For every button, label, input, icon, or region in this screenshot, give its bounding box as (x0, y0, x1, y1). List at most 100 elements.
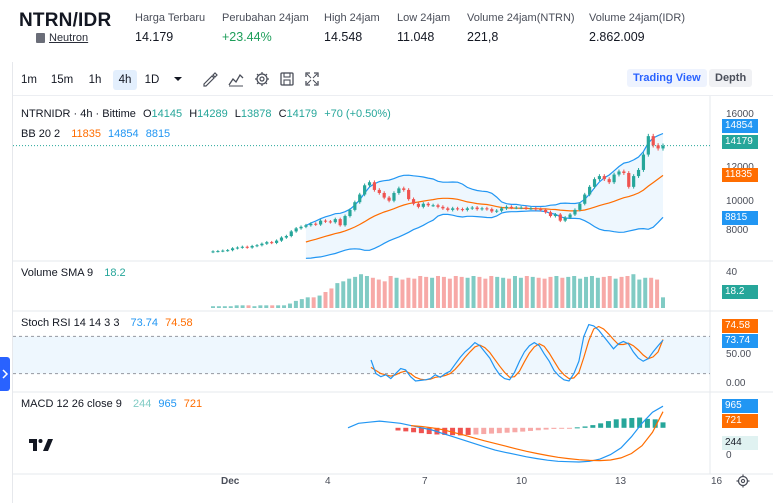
macd-hist-bar (551, 427, 557, 429)
price-axis-label: 16000 (726, 109, 754, 120)
candle-body (446, 208, 450, 210)
time-axis-label: 13 (615, 476, 627, 487)
bb-band-fill (305, 133, 663, 259)
candle-body (504, 206, 509, 209)
candle-body (597, 176, 602, 180)
indicator-icon[interactable] (227, 70, 245, 88)
volume-bar (661, 297, 665, 308)
timeframe-1d[interactable]: 1D (144, 74, 160, 86)
candle-body (583, 194, 587, 204)
candle-body (358, 194, 362, 203)
volume-bar (412, 278, 417, 308)
macd-hist-bar (520, 427, 526, 432)
stoch-d-badge: 74.58 (722, 319, 758, 333)
candle-body (284, 236, 288, 238)
legend-o-label: O (142, 108, 152, 120)
tab-trading-view[interactable]: Trading View (627, 69, 707, 87)
fullscreen-icon[interactable] (303, 70, 321, 88)
volume-bar (246, 305, 251, 308)
volume-badge: 18.2 (722, 285, 758, 299)
volume-bar (530, 276, 535, 308)
chart-container[interactable]: 1m 15m 1h 4h 1D Trading View Depth NTRNI… (12, 62, 773, 503)
candle-body (548, 212, 553, 217)
candle-body (495, 210, 499, 212)
volume-bar (554, 276, 559, 308)
candle-body (323, 220, 328, 222)
candle-body (588, 186, 592, 195)
chart-canvas[interactable] (13, 96, 773, 503)
time-axis-label: 7 (422, 476, 428, 487)
candle-body (230, 248, 235, 251)
volume-bar (625, 276, 630, 308)
volume-bar (329, 288, 334, 308)
settings-icon[interactable] (735, 473, 751, 489)
chevron-down-icon[interactable] (169, 70, 187, 88)
candle-body (309, 223, 313, 226)
volume-bar (613, 278, 618, 308)
volume-bar (211, 306, 215, 308)
volume-bar (637, 279, 642, 308)
volume-bar (631, 274, 636, 308)
candle-body (519, 207, 523, 209)
draw-icon[interactable] (201, 70, 219, 88)
bb-lower-line (305, 210, 664, 259)
candle-body (216, 251, 220, 253)
macd-hist-bar (418, 427, 424, 434)
macd-axis-label: 0 (726, 450, 732, 461)
candle-body (211, 251, 215, 253)
volume-bar (512, 276, 517, 308)
timeframe-4h[interactable]: 4h (113, 70, 137, 90)
last-price-badge: 14179 (722, 135, 758, 149)
tab-depth[interactable]: Depth (709, 69, 753, 87)
candle-body (260, 243, 264, 246)
volume-value: 18.2 (104, 267, 126, 279)
candle-body (372, 182, 377, 190)
timeframe-1m[interactable]: 1m (21, 74, 37, 86)
candle-body (553, 214, 557, 217)
volume-bar (584, 276, 589, 308)
candle-body (382, 192, 386, 198)
volume-bar (376, 279, 381, 308)
candle-body (274, 240, 279, 243)
volume-bar (388, 276, 393, 308)
volume-bar (270, 305, 275, 308)
volume-bar (430, 277, 435, 308)
volume-bar (216, 306, 221, 308)
candle-body (480, 208, 484, 210)
candle-body (509, 206, 513, 208)
volume-bar (299, 299, 304, 308)
stoch-d-value: 74.58 (165, 317, 193, 329)
save-icon[interactable] (278, 70, 296, 88)
macd-hist-bar (637, 417, 643, 428)
candle-body (348, 209, 352, 217)
price-legend: NTRNIDR · 4h · Bittime O14145 H14289 L13… (21, 108, 395, 120)
volume-bar (477, 276, 482, 308)
token-label[interactable]: Neutron (49, 32, 89, 44)
candle-body (465, 208, 469, 210)
bb-basis-line (305, 174, 664, 243)
candle-body (397, 188, 401, 193)
time-axis-label: 4 (325, 476, 331, 487)
candle-body (333, 219, 337, 223)
volume-bar (518, 277, 523, 308)
macd-hist-bar (582, 426, 588, 428)
volume-bar (524, 276, 529, 308)
legend-open: 14145 (151, 108, 183, 120)
candle-body (646, 136, 650, 155)
timeframe-15m[interactable]: 15m (50, 74, 74, 86)
macd-legend: MACD 12 26 close 9 244 965 721 (21, 398, 206, 410)
candle-body (612, 174, 616, 183)
side-panel-toggle[interactable] (0, 357, 10, 391)
macd-hist-bar (504, 427, 510, 433)
legend-low: 13878 (240, 108, 272, 120)
candle-body (402, 188, 406, 190)
legend-close: 14179 (286, 108, 318, 120)
volume-bar (548, 276, 553, 308)
settings-icon[interactable] (253, 70, 271, 88)
stat-last-price: Harga Terbaru 14.179 (135, 12, 205, 44)
timeframe-1h[interactable]: 1h (88, 74, 102, 86)
legend-high: 14289 (197, 108, 228, 120)
legend-h-label: H (189, 108, 198, 120)
token-link[interactable]: Neutron (36, 32, 88, 44)
stoch-k-line (370, 323, 664, 382)
